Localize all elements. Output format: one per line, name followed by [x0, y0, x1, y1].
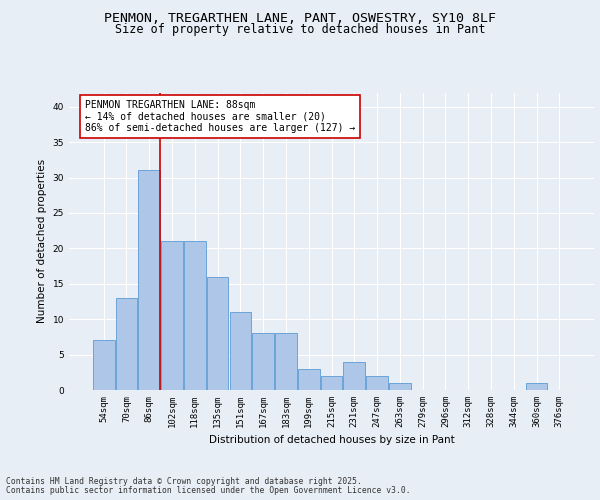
Bar: [161, 242, 183, 390]
Bar: [275, 334, 297, 390]
Text: PENMON, TREGARTHEN LANE, PANT, OSWESTRY, SY10 8LF: PENMON, TREGARTHEN LANE, PANT, OSWESTRY,…: [104, 12, 496, 26]
Bar: [366, 376, 388, 390]
Bar: [93, 340, 115, 390]
Bar: [184, 242, 206, 390]
Bar: [343, 362, 365, 390]
Bar: [298, 369, 320, 390]
Bar: [253, 334, 274, 390]
Bar: [207, 276, 229, 390]
Text: PENMON TREGARTHEN LANE: 88sqm
← 14% of detached houses are smaller (20)
86% of s: PENMON TREGARTHEN LANE: 88sqm ← 14% of d…: [85, 100, 355, 133]
Bar: [116, 298, 137, 390]
Y-axis label: Number of detached properties: Number of detached properties: [37, 159, 47, 324]
Text: Contains HM Land Registry data © Crown copyright and database right 2025.: Contains HM Land Registry data © Crown c…: [6, 477, 362, 486]
Bar: [526, 383, 547, 390]
Text: Size of property relative to detached houses in Pant: Size of property relative to detached ho…: [115, 24, 485, 36]
Bar: [389, 383, 410, 390]
X-axis label: Distribution of detached houses by size in Pant: Distribution of detached houses by size …: [209, 436, 454, 446]
Bar: [320, 376, 343, 390]
Bar: [139, 170, 160, 390]
Text: Contains public sector information licensed under the Open Government Licence v3: Contains public sector information licen…: [6, 486, 410, 495]
Bar: [230, 312, 251, 390]
